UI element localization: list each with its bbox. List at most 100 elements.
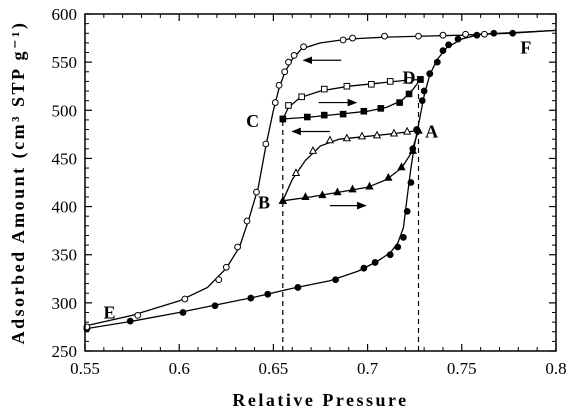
data-point	[285, 58, 292, 66]
y-tick-label: 450	[52, 149, 78, 168]
data-point	[415, 32, 422, 40]
y-tick-label: 250	[52, 342, 78, 361]
data-point	[279, 115, 287, 123]
ticks-layer: 0.55 0.6 0.65 0.7 0.75 0.8 250 300 350 400 450 500 5…	[52, 5, 567, 378]
isotherm-curve	[282, 130, 420, 202]
data-point	[417, 76, 424, 83]
curves-layer	[84, 29, 557, 351]
isotherm-curve	[84, 29, 557, 330]
point-label-d: D	[403, 68, 416, 88]
arrows-layer	[291, 56, 367, 210]
x-tick-label: 0.6	[169, 359, 190, 378]
data-point	[372, 130, 382, 139]
point-label-e: E	[103, 302, 115, 322]
data-point	[384, 173, 393, 181]
data-point	[397, 162, 406, 171]
data-point	[357, 131, 367, 140]
data-point	[445, 41, 453, 49]
data-point	[349, 34, 356, 42]
point-label-c: C	[246, 111, 259, 131]
data-point	[264, 290, 272, 298]
data-point	[439, 31, 447, 39]
y-tick-label: 600	[52, 5, 78, 24]
data-point	[247, 294, 255, 302]
data-point	[509, 29, 517, 37]
data-point	[320, 111, 328, 119]
y-tick-label: 350	[52, 246, 78, 265]
x-axis-title: Relative Pressure	[232, 390, 408, 410]
data-point	[339, 36, 347, 44]
data-point	[418, 97, 426, 105]
data-point	[462, 30, 469, 38]
data-point	[426, 70, 434, 78]
data-point	[333, 187, 342, 196]
data-point	[179, 309, 187, 316]
y-tick-label: 500	[52, 101, 78, 120]
data-point	[343, 82, 351, 90]
data-point	[473, 31, 481, 39]
data-point	[403, 207, 411, 215]
data-point	[332, 276, 339, 284]
data-point	[381, 32, 388, 40]
data-point	[386, 78, 394, 85]
data-point	[290, 52, 298, 59]
data-point	[433, 58, 441, 66]
data-point	[403, 126, 412, 135]
data-point	[126, 317, 134, 325]
data-point	[281, 68, 289, 76]
data-point	[211, 302, 219, 310]
data-point	[408, 146, 417, 154]
x-tick-label: 0.65	[259, 359, 289, 378]
data-point	[394, 243, 402, 251]
data-point	[320, 85, 328, 93]
markers-layer	[83, 29, 517, 333]
data-point	[454, 35, 462, 43]
data-point	[377, 105, 385, 112]
data-point	[339, 110, 347, 118]
data-point	[414, 125, 423, 134]
data-point	[389, 128, 399, 137]
data-point	[405, 90, 413, 98]
data-point	[360, 264, 368, 272]
data-point	[294, 284, 302, 291]
data-point	[386, 251, 394, 259]
data-point	[342, 133, 352, 142]
data-point	[285, 102, 292, 109]
y-tick-label: 550	[52, 53, 78, 72]
point-label-f: F	[520, 38, 531, 58]
labels-layer: A B C D E F	[103, 38, 531, 323]
data-point	[439, 47, 447, 54]
data-point	[298, 93, 305, 101]
data-point	[308, 146, 318, 154]
data-point	[234, 243, 242, 251]
y-axis-title: Adsorbed Amount (cm³ STP g⁻¹)	[8, 21, 29, 345]
x-tick-label: 0.7	[357, 359, 379, 378]
data-point	[368, 80, 375, 88]
data-point	[271, 99, 279, 106]
data-point	[291, 168, 301, 176]
point-label-a: A	[425, 121, 438, 141]
data-point	[243, 217, 251, 225]
data-point	[262, 140, 270, 148]
data-point	[134, 311, 142, 319]
data-point	[181, 295, 189, 303]
data-point	[278, 196, 287, 204]
data-point	[360, 107, 368, 115]
data-point	[222, 263, 230, 271]
data-point	[348, 184, 357, 193]
data-point	[405, 77, 413, 84]
data-point	[318, 190, 327, 199]
data-point	[481, 30, 488, 38]
data-point	[399, 233, 407, 241]
data-point	[365, 181, 374, 190]
data-point	[420, 87, 428, 95]
data-point	[215, 276, 223, 284]
x-tick-label: 0.55	[70, 359, 100, 378]
data-point	[407, 179, 415, 186]
x-tick-label: 0.8	[545, 359, 566, 378]
point-label-b: B	[258, 193, 270, 213]
data-point	[253, 188, 260, 196]
data-point	[490, 29, 498, 37]
plot-frame	[84, 13, 557, 352]
